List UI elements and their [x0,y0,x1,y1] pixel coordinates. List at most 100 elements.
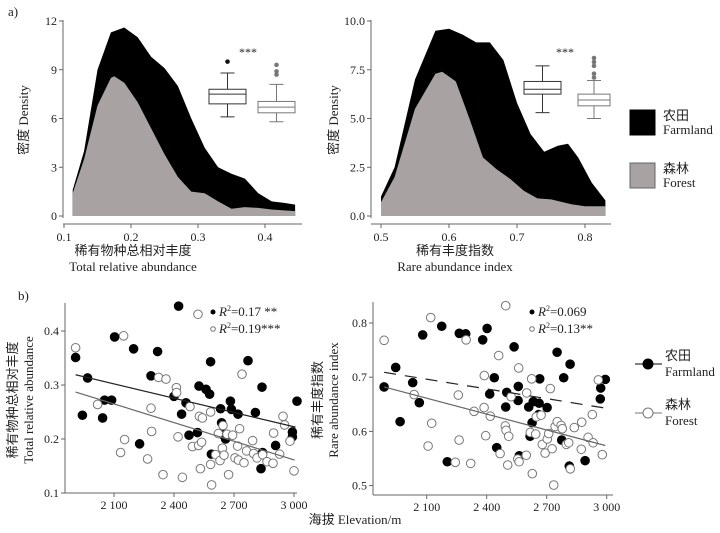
farmland-point [489,372,500,383]
legend-label-cn: 森林 [663,161,689,176]
outlier-point [591,75,597,80]
forest-point [379,335,389,346]
farmland-point [595,383,606,393]
farmland-point [256,463,266,474]
farmland-point [97,413,108,423]
farmland-point [484,389,495,399]
forest-point [597,449,608,460]
forest-legend-swatch [629,162,656,189]
r2-symbol: R [218,321,227,336]
forest-point [289,466,299,476]
farmland-point [558,372,569,383]
y-tick-label: 0.3 [44,378,59,392]
forest-point [545,383,556,394]
forest-point [565,463,576,474]
farmland-point [414,397,425,408]
forest-point [161,374,171,384]
farmland-point [500,402,511,412]
forest-regression-line [383,386,606,447]
x-tick-label: 2 100 [413,500,440,514]
outlier-point [225,59,230,64]
y-tick-label: 12 [45,14,57,28]
forest-density-area [381,71,606,216]
farmland-legend-swatch [629,109,656,136]
farmland-point [173,301,184,311]
forest-point [193,309,203,320]
forest-boxplot [577,55,611,119]
r2-label: R2=0.19*** [218,321,281,336]
forest-point [177,472,188,483]
forest-point [234,423,245,434]
forest-point [493,350,504,361]
farmland-point [417,330,428,340]
farmland-point [184,430,194,441]
farmland-point [250,407,261,418]
farmland-point [513,381,524,392]
y-tick-label: 0.0 [350,209,365,223]
farmland-point [128,344,139,354]
farmland-boxplot [523,65,562,114]
forest-point [503,431,514,442]
x-tick-label: 0.7 [510,230,525,244]
y-tick-label: 0.5 [352,479,367,493]
farmland-point [407,377,418,388]
farmland-point [204,389,215,399]
y-tick-label: 0.6 [352,424,367,438]
r2-superscript: 2 [227,321,231,330]
farmland-point [534,374,545,384]
farmland-point [225,396,236,407]
forest-point [453,390,464,400]
chart-panel-0: *** 0 3 6 9 12 0.1 0.2 0.3 0.4 密度 Density 稀有物种总相对丰度… [16,14,302,274]
panel-b-label: b) [18,288,29,303]
legend-label-cn: 农田 [663,108,689,123]
forest-point [158,469,168,480]
legend-label-cn: 农田 [665,348,691,363]
forest-point [185,401,195,412]
r2-value: =0.13** [550,321,593,336]
x-tick-label: 0.3 [191,230,206,244]
y-tick-label: 3 [51,160,57,174]
forest-point [425,312,436,323]
box [208,88,247,105]
forest-point [569,422,580,433]
farmland-point [436,321,447,332]
farmland-point [395,416,405,427]
forest-point [576,444,587,455]
farmland-point [152,346,163,357]
x-axis-title-cn: 稀有丰度指数 [416,243,494,258]
forest-point [521,450,532,461]
forest-point [500,300,511,311]
legend-label-en: Forest [665,413,698,428]
r2-symbol: R [537,321,546,336]
forest-point [557,423,568,434]
x-tick-label: 0.4 [258,230,273,244]
forest-point [423,441,433,451]
forest-point [171,387,182,398]
forest-regression-line [75,391,295,461]
r2-symbol: R [537,304,546,319]
farmland-point [205,356,216,367]
forest-point [146,426,157,437]
forest-point [513,363,524,373]
forest-point [547,443,557,454]
box [523,80,562,95]
r2-label: R2=0.13** [537,321,593,336]
y-axis-title-cn: 稀有物种总相对丰度 [5,341,20,458]
forest-point [450,457,461,468]
outlier-point [591,59,597,65]
forest-point [454,435,464,445]
farmland-point [580,455,590,466]
forest-point [119,434,130,445]
outlier-point [591,71,597,76]
r2-symbol: R [218,304,227,319]
farmland-point [176,409,187,419]
r2-value: =0.17 ** [231,304,277,319]
forest-point [223,469,234,480]
forest-point [521,388,532,398]
forest-point [285,436,295,446]
panel-a-label: a) [8,4,18,19]
forest-point [426,418,437,429]
forest-point [563,437,574,448]
